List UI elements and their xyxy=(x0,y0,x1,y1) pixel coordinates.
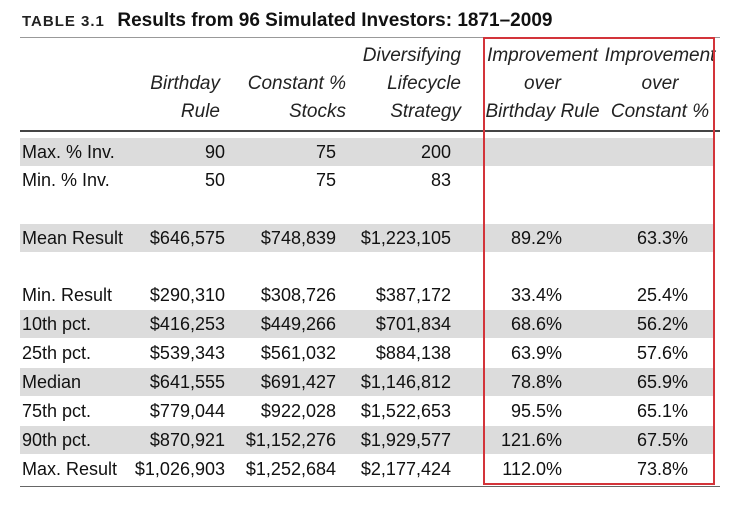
header-line: Rule xyxy=(180,101,220,122)
table-caption: TABLE 3.1 Results from 96 Simulated Inve… xyxy=(22,10,552,36)
cell-lifecycle: $1,522,653 xyxy=(360,401,451,421)
cell-lifecycle: $1,146,812 xyxy=(360,372,451,392)
row-label: Max. Result xyxy=(22,459,118,479)
cell-impr-birthday: 112.0% xyxy=(502,459,562,479)
cell-lifecycle: 200 xyxy=(420,142,451,162)
cell-birthday: $1,026,903 xyxy=(134,459,225,479)
row-label: Min. % Inv. xyxy=(22,170,110,190)
header-improvement-birthday: Improvement over Birthday Rule xyxy=(485,42,600,126)
header-constant-stocks: Constant % Stocks xyxy=(248,70,346,126)
cell-constant: $1,252,684 xyxy=(245,459,336,479)
header-line: Improvement xyxy=(487,45,598,66)
header-line: Lifecycle xyxy=(387,73,461,94)
cell-impr-birthday: 33.4% xyxy=(510,285,562,305)
table-row: 75th pct. $779,044 $922,028 $1,522,653 9… xyxy=(20,397,715,425)
cell-constant: $561,032 xyxy=(260,343,336,363)
table-row: Min. Result $290,310 $308,726 $387,172 3… xyxy=(20,281,715,309)
cell-birthday: 90 xyxy=(204,142,225,162)
cell-constant: $748,839 xyxy=(260,228,336,248)
cell-impr-constant: 67.5% xyxy=(636,430,688,450)
cell-impr-constant: 25.4% xyxy=(636,285,688,305)
row-label: Min. Result xyxy=(22,285,113,305)
cell-impr-birthday: 95.5% xyxy=(510,401,562,421)
cell-constant: $691,427 xyxy=(260,372,336,392)
header-line: Constant % xyxy=(610,101,710,122)
cell-birthday: $641,555 xyxy=(149,372,225,392)
header-line: Improvement xyxy=(604,45,716,66)
top-rule xyxy=(20,37,720,38)
header-line: over xyxy=(524,73,561,94)
table-row: 90th pct. $870,921 $1,152,276 $1,929,577… xyxy=(20,426,715,454)
header-line: Diversifying xyxy=(362,45,461,66)
row-label: 25th pct. xyxy=(22,343,92,363)
header-birthday-rule: Birthday Rule xyxy=(150,70,220,126)
table-row: 25th pct. $539,343 $561,032 $884,138 63.… xyxy=(20,339,715,367)
cell-birthday: $870,921 xyxy=(149,430,225,450)
cell-constant: $449,266 xyxy=(260,314,336,334)
table-row: 10th pct. $416,253 $449,266 $701,834 68.… xyxy=(20,310,715,338)
header-lifecycle-strategy: Diversifying Lifecycle Strategy xyxy=(363,42,461,126)
cell-constant: $1,152,276 xyxy=(245,430,336,450)
header-line: over xyxy=(641,73,679,94)
bottom-rule xyxy=(20,486,720,487)
cell-lifecycle: $387,172 xyxy=(375,285,451,305)
row-label: 90th pct. xyxy=(22,430,92,450)
cell-impr-constant: 63.3% xyxy=(636,228,688,248)
cell-birthday: $416,253 xyxy=(149,314,225,334)
header-line: Birthday xyxy=(150,73,220,94)
table-row: Min. % Inv. 50 75 83 xyxy=(20,166,715,194)
cell-birthday: $646,575 xyxy=(149,228,225,248)
cell-lifecycle: 83 xyxy=(430,170,451,190)
cell-birthday: $290,310 xyxy=(149,285,225,305)
row-label: 75th pct. xyxy=(22,401,92,421)
table-row: Mean Result $646,575 $748,839 $1,223,105… xyxy=(20,224,715,252)
header-improvement-constant: Improvement over Constant % xyxy=(604,42,716,126)
table-row: Max. % Inv. 90 75 200 xyxy=(20,138,715,166)
cell-impr-birthday: 121.6% xyxy=(500,430,562,450)
header-line: Stocks xyxy=(288,101,346,122)
cell-birthday: $779,044 xyxy=(149,401,225,421)
row-label: Mean Result xyxy=(22,228,124,248)
cell-impr-birthday: 68.6% xyxy=(510,314,562,334)
row-label: Median xyxy=(22,372,82,392)
cell-impr-constant: 65.9% xyxy=(636,372,688,392)
cell-lifecycle: $1,929,577 xyxy=(360,430,451,450)
table-row: Max. Result $1,026,903 $1,252,684 $2,177… xyxy=(20,455,715,483)
cell-lifecycle: $701,834 xyxy=(375,314,451,334)
cell-impr-birthday: 89.2% xyxy=(510,228,562,248)
improvement-highlight-box xyxy=(483,37,715,485)
table-row: Median $641,555 $691,427 $1,146,812 78.8… xyxy=(20,368,715,396)
header-line: Birthday Rule xyxy=(485,101,600,122)
cell-impr-birthday: 63.9% xyxy=(510,343,562,363)
cell-impr-constant: 56.2% xyxy=(636,314,688,334)
cell-constant: $922,028 xyxy=(260,401,336,421)
cell-impr-birthday: 78.8% xyxy=(510,372,562,392)
cell-lifecycle: $2,177,424 xyxy=(360,459,451,479)
cell-constant: 75 xyxy=(315,170,336,190)
cell-constant: 75 xyxy=(315,142,336,162)
cell-birthday: 50 xyxy=(204,170,225,190)
cell-impr-constant: 73.8% xyxy=(636,459,688,479)
header-rule xyxy=(20,130,720,132)
cell-birthday: $539,343 xyxy=(149,343,225,363)
table-label: TABLE 3.1 xyxy=(22,13,105,30)
cell-lifecycle: $884,138 xyxy=(375,343,451,363)
cell-impr-constant: 65.1% xyxy=(636,401,688,421)
cell-lifecycle: $1,223,105 xyxy=(360,228,451,248)
table-title: Results from 96 Simulated Investors: 187… xyxy=(117,10,553,31)
header-line: Constant % xyxy=(247,73,346,94)
row-label: 10th pct. xyxy=(22,314,92,334)
cell-impr-constant: 57.6% xyxy=(636,343,688,363)
cell-constant: $308,726 xyxy=(260,285,336,305)
header-line: Strategy xyxy=(390,101,461,122)
row-label: Max. % Inv. xyxy=(22,142,115,162)
